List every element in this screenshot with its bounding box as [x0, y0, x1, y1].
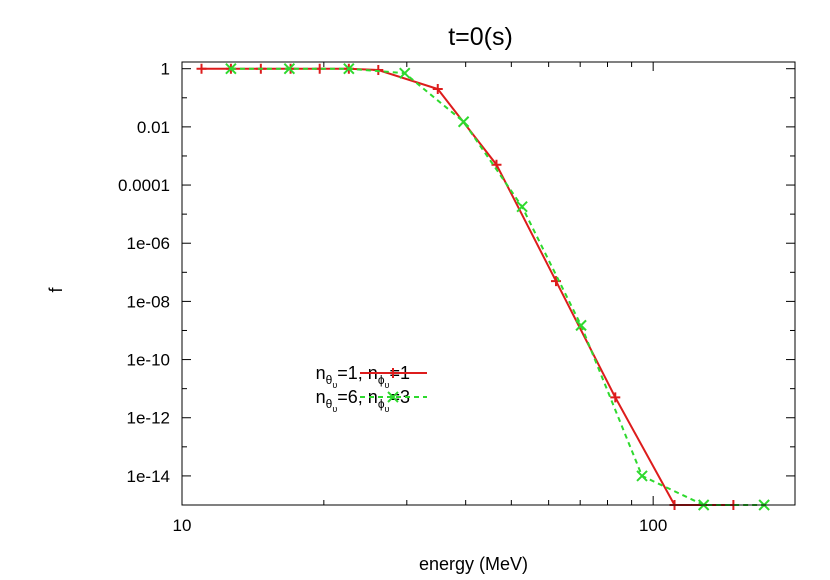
- series-1-line: [201, 67, 734, 506]
- legend-text-part: ϕ: [378, 397, 385, 411]
- chart-title: t=0(s): [448, 23, 513, 51]
- y-axis-label: f: [46, 287, 66, 293]
- legend-text-part: υ: [332, 380, 337, 390]
- x-axis-label: energy (MeV): [419, 554, 528, 574]
- y-tick-label: 1e-12: [127, 409, 170, 428]
- series-2-point: [636, 470, 648, 482]
- series-2: [225, 62, 770, 511]
- series-2-point: [399, 67, 411, 79]
- y-tick-label: 0.0001: [118, 176, 170, 195]
- plot-frame: [181, 61, 796, 506]
- legend-label-1: nθυ=1, nϕυ=1: [316, 363, 410, 390]
- y-tick-label: 1e-08: [127, 292, 170, 311]
- legend-text-part: n: [316, 363, 326, 383]
- series-2-point: [283, 62, 296, 75]
- legend-marker-2: [387, 391, 399, 403]
- series-2-point: [225, 62, 237, 75]
- legend-text-part: υ: [332, 404, 337, 414]
- legend-text-part: =1,: [337, 363, 368, 383]
- axis-ticks: 1 0.01 0.0001 1e-06 1e-08 1e-10 1e-12 1e-14 10 10…: [118, 60, 795, 535]
- series-2-point: [457, 116, 470, 128]
- series-2-point: [343, 62, 355, 75]
- legend-text-part: θ: [326, 373, 333, 387]
- x-tick-label: 10: [173, 516, 192, 535]
- series-2-line: [230, 67, 765, 506]
- legend-text-part: ϕ: [378, 373, 385, 387]
- series-1-point: [610, 392, 621, 403]
- legend-marker-1: [388, 368, 398, 378]
- series-1-point: [432, 84, 443, 95]
- y-tick-label: 1e-06: [127, 234, 170, 253]
- y-tick-label: 0.01: [137, 118, 170, 137]
- series-1: [196, 63, 739, 510]
- series-2-point: [516, 201, 528, 213]
- legend-text-part: υ: [385, 380, 390, 390]
- series-1-point: [373, 65, 384, 76]
- x-tick-label: 100: [639, 516, 667, 535]
- series-2-point: [575, 319, 587, 332]
- series-layer: [196, 62, 770, 511]
- legend-text-part: υ: [385, 404, 390, 414]
- y-tick-label: 1: [161, 60, 170, 79]
- series-1-point: [196, 63, 207, 74]
- legend-text-part: =6,: [337, 387, 368, 407]
- legend-text-part: θ: [326, 397, 333, 411]
- legend-text-part: n: [316, 387, 326, 407]
- y-tick-label: 1e-14: [127, 467, 170, 486]
- y-tick-label: 1e-10: [127, 351, 170, 370]
